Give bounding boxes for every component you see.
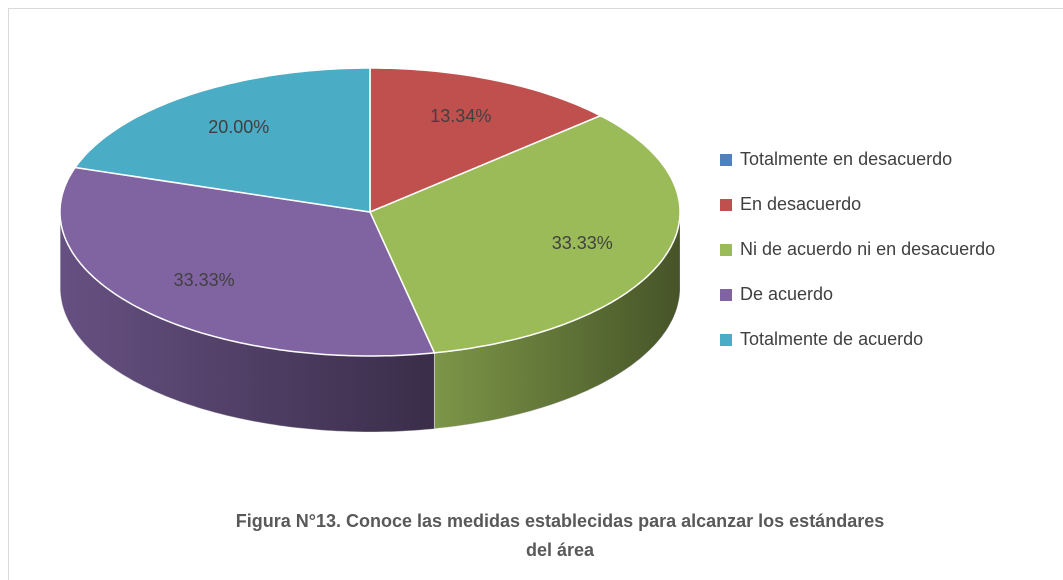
data-label: 33.33% [552,233,613,253]
legend-swatch [720,244,732,256]
chart-border [8,8,1063,580]
legend-swatch [720,289,732,301]
legend-label: Totalmente de acuerdo [740,329,923,349]
slice [368,114,681,354]
data-label: 13.34% [430,106,491,126]
slice [59,166,436,357]
slice [369,67,603,214]
chart-title: Figura N°13. Conoce las medidas establec… [235,511,885,560]
slice [73,67,371,213]
slice-side-shade [434,212,680,429]
legend-label: En desacuerdo [740,194,861,214]
legend-swatch [720,199,732,211]
legend-label: Ni de acuerdo ni en desacuerdo [740,239,995,259]
legend-swatch [720,154,732,166]
data-label: 33.33% [174,270,235,290]
legend-swatch [720,334,732,346]
data-label: 20.00% [208,117,269,137]
legend-label: Totalmente en desacuerdo [740,149,952,169]
slice-side-shade [60,212,435,432]
legend-label: De acuerdo [740,284,833,304]
